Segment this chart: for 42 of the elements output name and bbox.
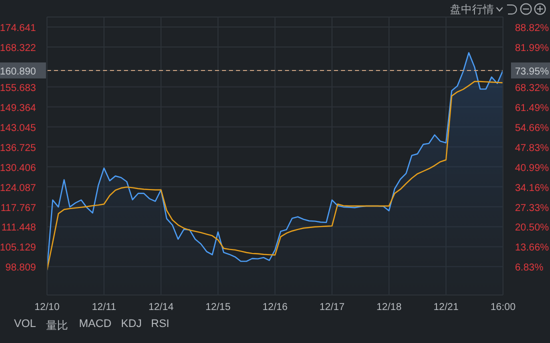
y2-tick-label: 68.32% — [515, 82, 550, 94]
y2-tick-label: 34.16% — [515, 182, 550, 194]
x-tick-label: 16:00 — [490, 302, 516, 314]
y2-tick-label: 40.99% — [515, 162, 550, 174]
y-tick-label: 124.087 — [0, 182, 36, 194]
x-tick-label: 12/11 — [92, 302, 117, 314]
x-tick-label: 12/17 — [319, 302, 345, 314]
y-tick-label: 136.725 — [0, 142, 36, 154]
x-tick-label: 12/21 — [433, 302, 459, 314]
text: 量比 — [46, 319, 68, 333]
y2-tick-label: 47.83% — [515, 142, 550, 154]
text: VOL — [14, 318, 36, 330]
y-tick-label: 143.045 — [0, 122, 36, 134]
y-tick-label: 105.129 — [0, 242, 36, 254]
text: MACD — [79, 318, 112, 330]
text: RSI — [151, 318, 170, 330]
y-tick-label: 168.322 — [0, 42, 36, 54]
text: 盘中行情 — [450, 3, 494, 17]
y-tick-label: 155.683 — [0, 82, 36, 94]
y2-tick-label: 6.83% — [515, 262, 544, 274]
x-tick-label: 12/10 — [34, 302, 60, 314]
y2-tick-label: 88.82% — [515, 23, 550, 34]
y2-tick-label: 27.33% — [515, 202, 550, 214]
y-tick-label: 111.448 — [1, 222, 36, 234]
y2-tick-label: 81.99% — [515, 42, 550, 54]
line-series — [47, 80, 503, 271]
y-tick-label: 98.809 — [5, 262, 36, 274]
x-tick-label: 12/16 — [262, 302, 288, 314]
y-tick-label: 149.364 — [0, 102, 36, 114]
x-tick-label: 12/18 — [376, 302, 402, 314]
x-tick-label: 12/14 — [148, 302, 174, 314]
y2-tick-label: 61.49% — [515, 102, 550, 114]
y-tick-label: 174.641 — [0, 22, 36, 34]
y-tick-label: 160.890 — [0, 66, 36, 78]
y2-tick-label: 13.66% — [515, 242, 550, 254]
y2-tick-label: 20.50% — [515, 222, 550, 234]
y-tick-label: 130.406 — [0, 162, 36, 174]
text: KDJ — [121, 318, 142, 330]
y2-tick-label: 73.95% — [515, 66, 550, 78]
y-tick-label: 117.767 — [0, 202, 36, 214]
x-tick-label: 12/15 — [205, 302, 231, 314]
y2-tick-label: 54.66% — [515, 122, 550, 134]
